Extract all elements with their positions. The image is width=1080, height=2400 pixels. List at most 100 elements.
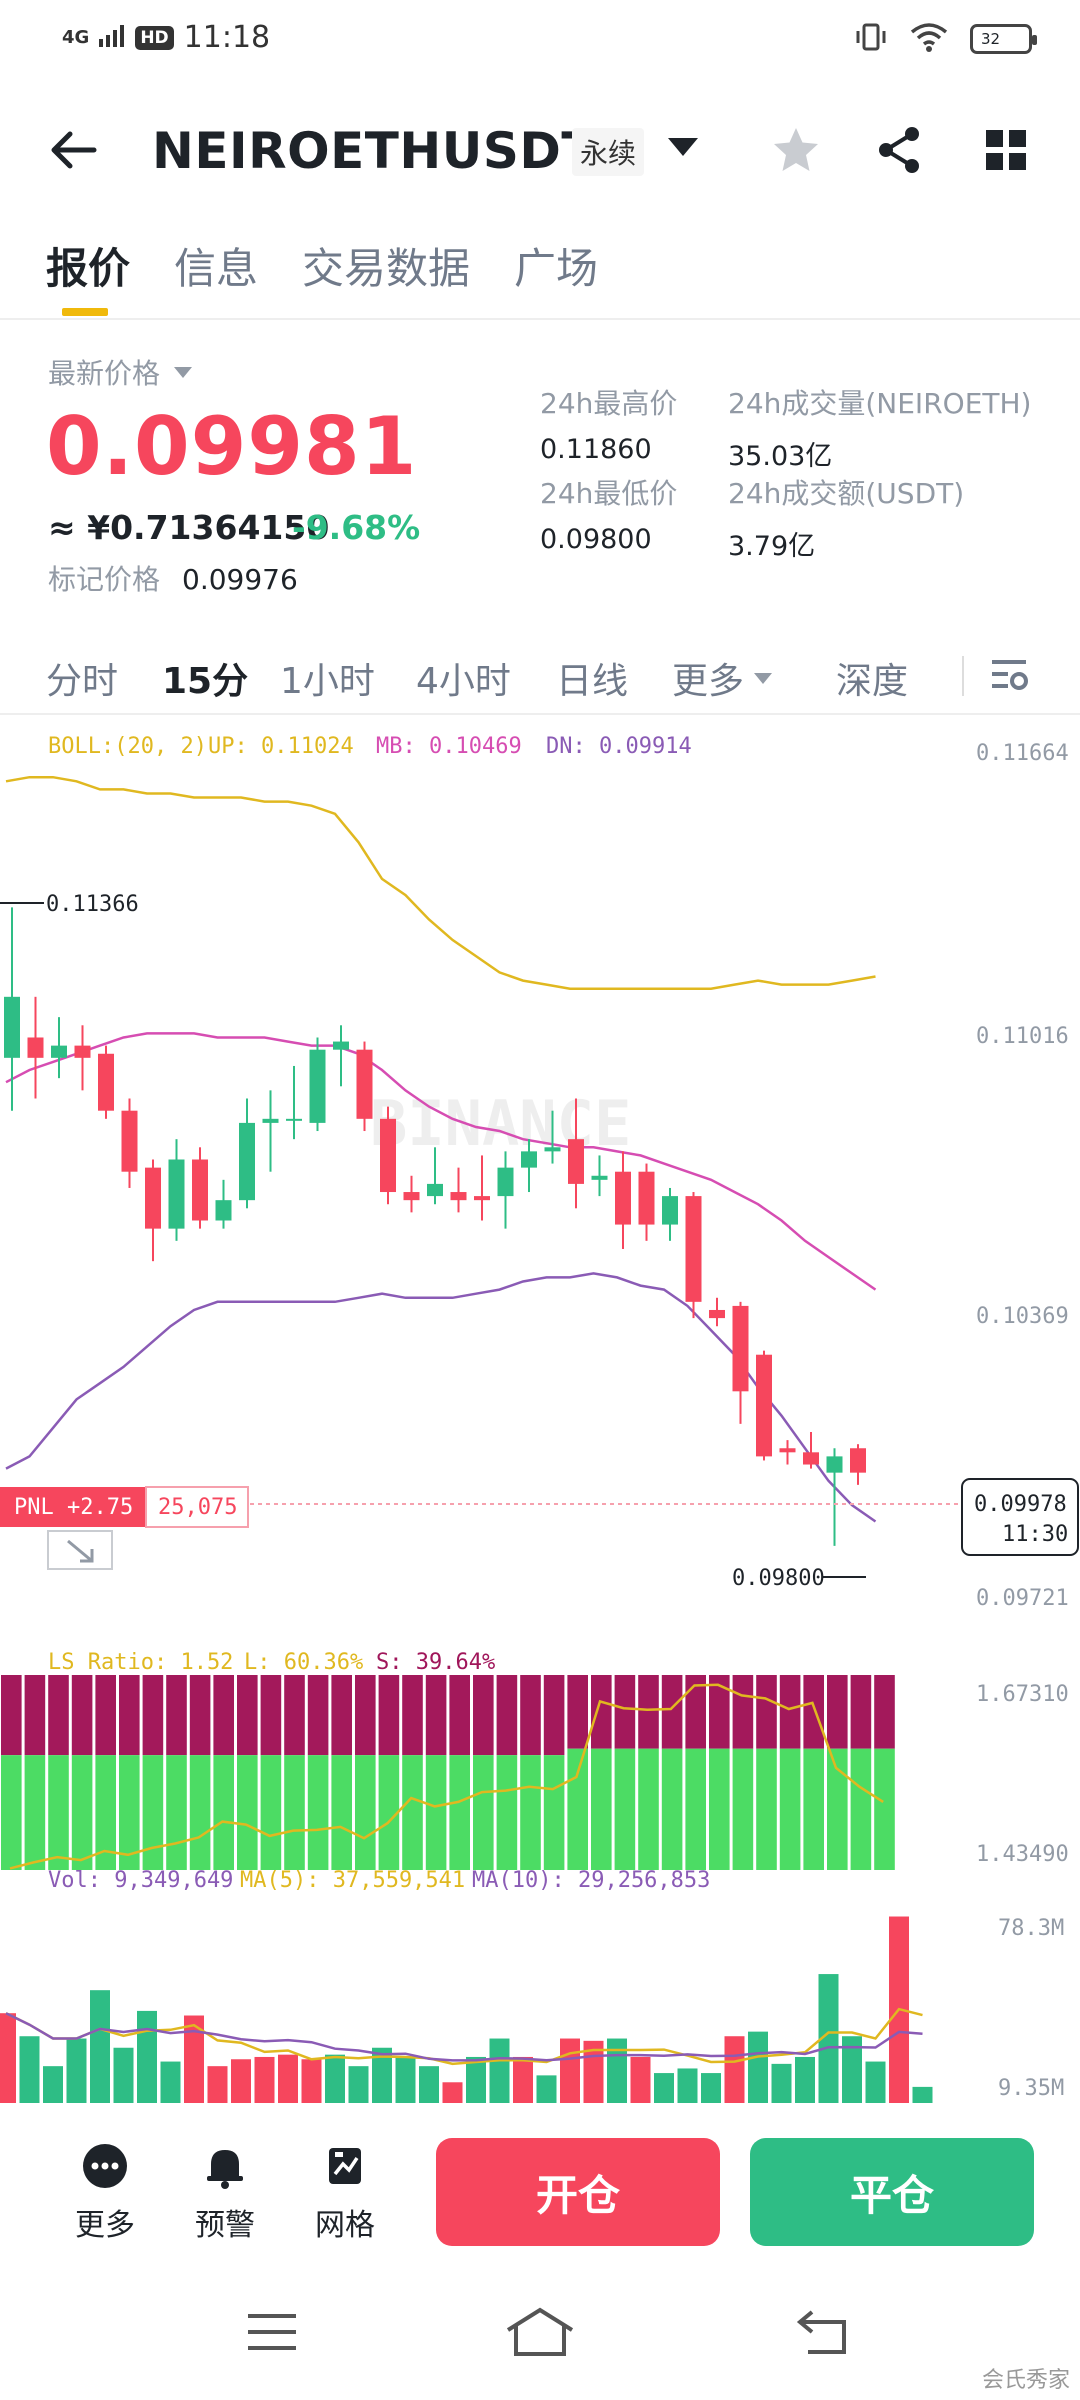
candle-body xyxy=(568,1139,584,1184)
short-ratio-bar xyxy=(614,1675,636,1749)
interval-more[interactable]: 更多 xyxy=(672,652,773,704)
more-button[interactable]: 更多 xyxy=(60,2142,150,2244)
interval-timeline[interactable]: 分时 xyxy=(46,661,119,702)
contract-type-badge: 永续 xyxy=(572,128,645,176)
interval-more-label: 更多 xyxy=(672,661,745,702)
home-icon[interactable] xyxy=(504,2306,576,2362)
short-ratio-bar xyxy=(567,1675,588,1749)
candle-body xyxy=(709,1309,725,1319)
short-ratio-bar xyxy=(48,1675,69,1756)
chart-settings-icon[interactable] xyxy=(988,654,1030,700)
current-price-label: 0.09978 xyxy=(974,1492,1067,1517)
short-ratio-bar xyxy=(591,1675,612,1749)
volume-bar xyxy=(607,2038,627,2103)
volume-bar xyxy=(43,2066,63,2103)
volume-bar xyxy=(748,2031,768,2103)
long-ratio-bar xyxy=(661,1748,683,1870)
grid-trading-icon xyxy=(321,2142,369,2190)
volume-bar xyxy=(724,2036,745,2103)
short-ratio-bar xyxy=(473,1675,494,1756)
vibrate-icon xyxy=(854,22,888,56)
main-chart-layer xyxy=(4,775,877,1546)
volume-bar xyxy=(513,2056,533,2103)
price-summary: 最新价格 0.09981 ≈ ¥0.71364150 -9.68% 标记价格 0… xyxy=(0,340,1080,610)
long-ratio-bar xyxy=(425,1755,447,1870)
pnl-value-box[interactable] xyxy=(145,1486,249,1528)
volume-bar xyxy=(912,2086,933,2103)
tab-quote[interactable]: 报价 xyxy=(46,244,131,293)
grid-menu-icon[interactable] xyxy=(980,124,1032,176)
tab-depth[interactable]: 深度 xyxy=(836,661,909,702)
short-ratio-bar xyxy=(779,1675,801,1749)
short-ratio-bar xyxy=(709,1675,730,1749)
long-ratio-bar xyxy=(402,1755,423,1870)
short-ratio-bar xyxy=(496,1675,518,1756)
short-ratio-bar xyxy=(803,1675,824,1749)
volume-bar xyxy=(90,1990,110,2103)
interval-1h[interactable]: 1小时 xyxy=(280,661,375,702)
volume-bar xyxy=(795,2056,815,2103)
high-label: 24h最高价 xyxy=(540,387,678,420)
short-ratio-bar xyxy=(402,1675,423,1756)
short-ratio-bar xyxy=(189,1675,211,1756)
pnl-value: 25,075 xyxy=(158,1495,237,1520)
open-position-button[interactable]: 开仓 xyxy=(436,2138,720,2246)
interval-15m[interactable]: 15分 xyxy=(162,661,249,702)
cny-price: ≈ ¥0.71364150 xyxy=(48,508,330,547)
interval-daily[interactable]: 日线 xyxy=(556,661,629,702)
volume-bar xyxy=(560,2038,580,2103)
clock: 11:18 xyxy=(183,20,271,55)
volume-bar xyxy=(771,2063,792,2103)
short-ratio-bar xyxy=(142,1675,164,1756)
tab-trading-data[interactable]: 交易数据 xyxy=(302,244,471,293)
top-bar: NEIROETHUSDT 永续 xyxy=(0,100,1080,200)
boll-lower-line xyxy=(5,1272,877,1523)
grid-button[interactable]: 网格 xyxy=(300,2142,390,2244)
candle-body xyxy=(850,1448,866,1473)
back-arrow-icon[interactable] xyxy=(46,122,102,178)
long-ratio-bar xyxy=(496,1755,518,1870)
star-icon[interactable] xyxy=(770,124,822,176)
interval-4h[interactable]: 4小时 xyxy=(416,661,511,702)
share-icon[interactable] xyxy=(874,124,926,176)
close-position-button[interactable]: 平仓 xyxy=(750,2138,1034,2246)
long-ratio-bar xyxy=(24,1755,46,1870)
pnl-badge[interactable] xyxy=(0,1487,146,1527)
menu-icon[interactable] xyxy=(244,2310,300,2358)
tab-square[interactable]: 广场 xyxy=(514,244,599,293)
long-ratio-bar xyxy=(567,1748,588,1870)
candle-body xyxy=(380,1118,396,1193)
countdown-label: 11:30 xyxy=(1002,1522,1068,1547)
short-ratio-bar xyxy=(1,1675,22,1756)
vol-label: Vol: 9,349,649 xyxy=(48,1868,233,1893)
signal-icon xyxy=(99,20,125,55)
symbol-title[interactable]: NEIROETHUSDT xyxy=(152,122,596,180)
candle-body xyxy=(474,1196,490,1201)
candle-body xyxy=(51,1045,67,1058)
short-ratio-bar xyxy=(449,1675,470,1756)
volume-bar xyxy=(701,2073,721,2103)
long-ratio-bar xyxy=(378,1755,400,1870)
symbol-dropdown-icon[interactable] xyxy=(668,138,698,156)
battery-icon: 32 xyxy=(970,24,1037,54)
candle-body xyxy=(497,1167,514,1197)
volume-bar xyxy=(19,2036,40,2103)
tab-info[interactable]: 信息 xyxy=(174,244,259,293)
volume-bar xyxy=(654,2073,674,2103)
last-price-selector[interactable]: 最新价格 xyxy=(48,352,193,392)
long-ratio-bar xyxy=(48,1755,69,1870)
candle-body xyxy=(685,1196,702,1302)
ls-ratio-label: LS Ratio: 1.52 xyxy=(48,1650,233,1675)
back-nav-icon[interactable] xyxy=(796,2308,852,2360)
volume-label: 24h成交量(NEIROETH) xyxy=(728,387,1032,420)
short-ratio-bar xyxy=(71,1675,93,1756)
short-ratio-bar xyxy=(119,1675,140,1756)
vol-ma5-label: MA(5): 37,559,541 xyxy=(240,1868,465,1893)
candle-body xyxy=(591,1175,608,1180)
volume-bar xyxy=(419,2066,439,2103)
current-price-badge[interactable] xyxy=(961,1478,1079,1556)
alert-button[interactable]: 预警 xyxy=(180,2142,270,2244)
long-ratio-bar xyxy=(449,1755,470,1870)
kline-chart[interactable]: BOLL:(20, 2) UP: 0.11024 MB: 0.10469 DN:… xyxy=(0,725,1080,2115)
image-watermark: 会氏秀家 xyxy=(981,2368,1070,2393)
